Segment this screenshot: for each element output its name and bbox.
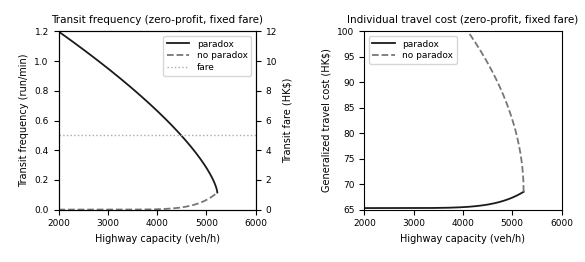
no paradox (517, 150, 524, 154)
Legend: paradox, no paradox, fare: paradox, no paradox, fare (163, 36, 252, 76)
Y-axis label: Transit fare (HK$): Transit fare (HK$) (283, 78, 292, 163)
Legend: paradox, no paradox: paradox, no paradox (369, 36, 457, 64)
paradox (55, 30, 62, 33)
no paradox (214, 191, 221, 194)
paradox (176, 131, 183, 134)
paradox (520, 190, 527, 193)
paradox (462, 205, 469, 209)
no paradox (488, 68, 495, 71)
paradox (457, 206, 464, 209)
no paradox (486, 65, 493, 68)
paradox (65, 37, 72, 40)
Line: no paradox: no paradox (468, 31, 524, 192)
no paradox (147, 208, 154, 211)
paradox (214, 191, 221, 194)
X-axis label: Highway capacity (veh/h): Highway capacity (veh/h) (401, 234, 525, 244)
no paradox (65, 208, 72, 211)
Y-axis label: Generalized travel cost (HK$): Generalized travel cost (HK$) (322, 48, 332, 193)
paradox (498, 200, 505, 203)
paradox (361, 206, 368, 210)
no paradox (478, 51, 485, 54)
paradox (152, 107, 159, 110)
paradox (453, 206, 460, 209)
paradox (370, 206, 377, 210)
Line: paradox: paradox (364, 192, 524, 208)
no paradox (176, 206, 183, 209)
Line: no paradox: no paradox (58, 193, 217, 210)
paradox (147, 103, 154, 106)
X-axis label: Highway capacity (veh/h): Highway capacity (veh/h) (95, 234, 219, 244)
Title: Transit frequency (zero-profit, fixed fare): Transit frequency (zero-profit, fixed fa… (51, 15, 263, 25)
no paradox (192, 203, 199, 206)
paradox (192, 150, 199, 154)
paradox (156, 112, 163, 115)
Y-axis label: Transit frequency (run/min): Transit frequency (run/min) (19, 54, 29, 187)
no paradox (520, 190, 527, 193)
no paradox (55, 208, 62, 211)
no paradox (484, 62, 491, 66)
no paradox (152, 208, 159, 211)
Line: paradox: paradox (58, 31, 217, 193)
paradox (481, 203, 488, 206)
Title: Individual travel cost (zero-profit, fixed fare): Individual travel cost (zero-profit, fix… (347, 15, 579, 25)
no paradox (472, 41, 479, 45)
no paradox (156, 208, 163, 211)
no paradox (464, 30, 472, 33)
